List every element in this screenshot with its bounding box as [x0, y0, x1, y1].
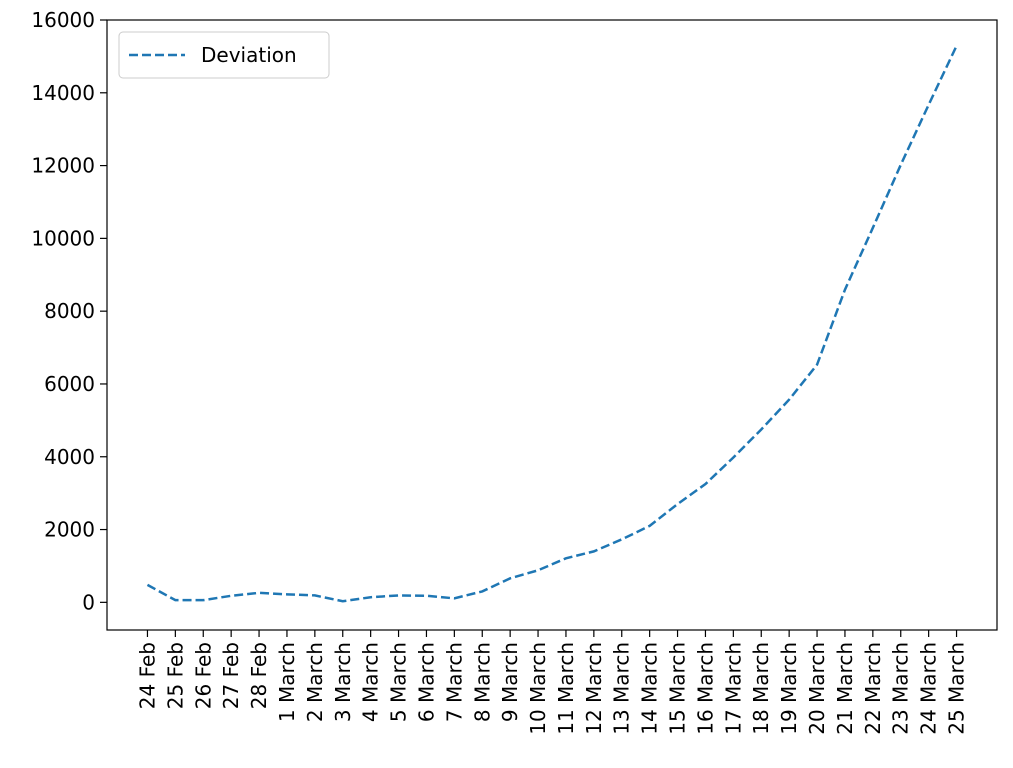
x-tick-label: 7 March — [442, 642, 466, 722]
y-tick-label: 4000 — [44, 445, 95, 469]
x-tick-label: 13 March — [610, 642, 634, 735]
y-tick-label: 12000 — [31, 154, 95, 178]
x-tick-label: 24 Feb — [135, 642, 159, 709]
x-tick-label: 23 March — [889, 642, 913, 735]
data-line — [146, 45, 958, 603]
x-tick-label: 27 Feb — [219, 642, 243, 709]
x-tick-label: 12 March — [582, 642, 606, 735]
y-tick-label: 0 — [82, 590, 95, 614]
y-tick-label: 8000 — [44, 299, 95, 323]
plot-frame — [106, 19, 998, 631]
x-tick-label: 14 March — [638, 642, 662, 735]
x-tick-label: 1 March — [275, 642, 299, 722]
y-tick-label: 16000 — [31, 8, 95, 32]
y-tick-label: 14000 — [31, 81, 95, 105]
x-tick-label: 26 Feb — [191, 642, 215, 709]
y-tick-label: 10000 — [31, 226, 95, 250]
x-tick-label: 6 March — [414, 642, 438, 722]
legend-label: Deviation — [201, 43, 297, 67]
legend: Deviation — [118, 31, 330, 79]
x-tick-label: 17 March — [721, 642, 745, 735]
x-tick-label: 10 March — [526, 642, 550, 735]
x-tick-label: 3 March — [331, 642, 355, 722]
y-tick-label: 2000 — [44, 518, 95, 542]
x-tick-label: 8 March — [470, 642, 494, 722]
y-tick-label: 6000 — [44, 372, 95, 396]
x-tick-label: 16 March — [693, 642, 717, 735]
x-tick-label: 5 March — [387, 642, 411, 722]
x-tick-label: 21 March — [833, 642, 857, 735]
x-tick-label: 25 March — [945, 642, 969, 735]
legend-box — [118, 31, 330, 79]
x-tick-label: 2 March — [303, 642, 327, 722]
x-tick-label: 15 March — [666, 642, 690, 735]
x-tick-label: 19 March — [777, 642, 801, 735]
x-tick-label: 24 March — [917, 642, 941, 735]
x-tick-label: 25 Feb — [163, 642, 187, 709]
x-tick-label: 28 Feb — [247, 642, 271, 709]
x-tick-label: 18 March — [749, 642, 773, 735]
x-tick-label: 11 March — [554, 642, 578, 735]
x-tick-label: 4 March — [359, 642, 383, 722]
x-tick-label: 20 March — [805, 642, 829, 735]
x-tick-label: 22 March — [861, 642, 885, 735]
x-tick-label: 9 March — [498, 642, 522, 722]
